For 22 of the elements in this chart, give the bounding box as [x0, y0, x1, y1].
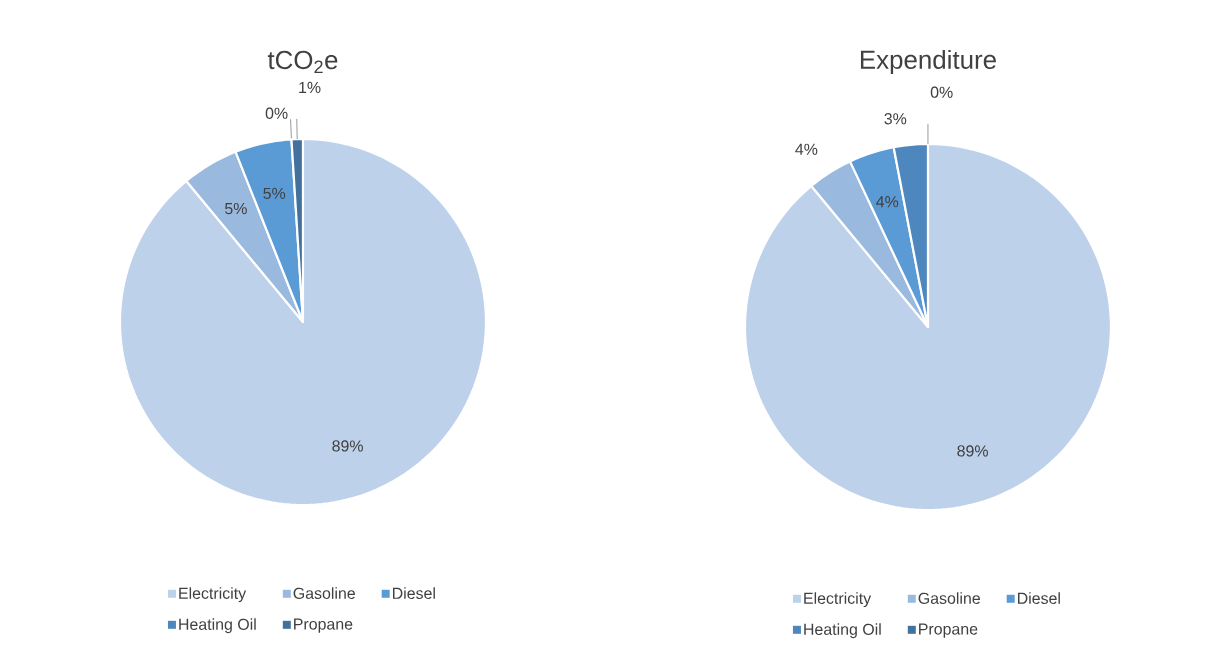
- data-label: 89%: [332, 440, 363, 452]
- data-label: 4%: [795, 143, 818, 155]
- data-label: 4%: [876, 196, 899, 208]
- text: 0%: [930, 86, 953, 98]
- text: 0%: [265, 107, 288, 119]
- data-label: 5%: [263, 187, 286, 199]
- legend-label: Diesel: [392, 587, 435, 599]
- legend-label: Gasoline: [918, 592, 980, 604]
- legend-label: Heating Oil: [804, 623, 881, 639]
- data-label: 5%: [225, 202, 247, 215]
- legend-label: Heating Oil: [179, 618, 256, 634]
- legend-label: Propane: [919, 623, 978, 638]
- legend-label: Electricity: [179, 587, 247, 603]
- legend-label: Gasoline: [293, 587, 355, 599]
- chart-title: Expenditure: [860, 49, 996, 75]
- legend-label: Propane: [294, 618, 353, 633]
- data-label: 89%: [957, 445, 988, 457]
- legend-label: Electricity: [804, 592, 872, 608]
- data-label: 3%: [884, 113, 907, 125]
- chart-title: tCO$_{2}$e: [267, 50, 338, 74]
- legend-label: Diesel: [1018, 592, 1060, 604]
- data-label: 1%: [299, 81, 321, 93]
